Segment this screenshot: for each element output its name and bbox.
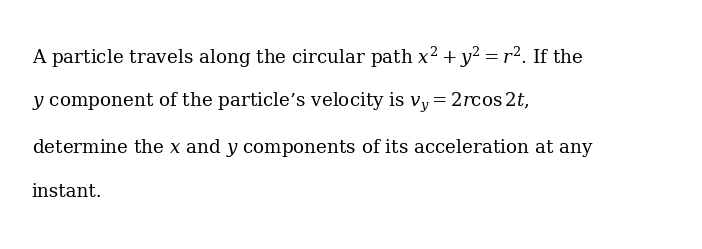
Text: $y$ component of the particle’s velocity is $v_y = 2r\cos 2t,$: $y$ component of the particle’s velocity… [32,91,529,115]
Text: instant.: instant. [32,183,102,201]
Text: determine the $x$ and $y$ components of its acceleration at any: determine the $x$ and $y$ components of … [32,137,593,159]
Text: A particle travels along the circular path $x^2 + y^2 = r^2$. If the: A particle travels along the circular pa… [32,45,583,70]
